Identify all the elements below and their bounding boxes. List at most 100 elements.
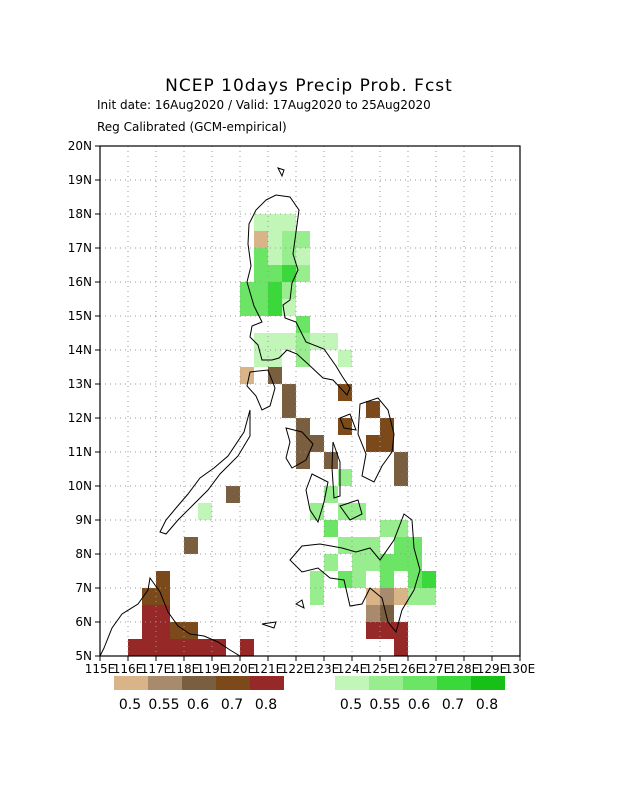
- probability-cell: [254, 333, 268, 350]
- dry-legend-swatch: [250, 676, 284, 690]
- probability-cell: [170, 639, 184, 656]
- color-legend: 0.5 0.55 0.6 0.7 0.8 0.5 0.55 0.6 0.7 0.8: [114, 676, 505, 713]
- dry-legend-swatch: [216, 676, 250, 690]
- probability-cell: [296, 265, 310, 282]
- probability-cell: [380, 520, 394, 537]
- wet-legend-swatch: [403, 676, 437, 690]
- probability-cell: [282, 248, 296, 265]
- probability-cell: [408, 554, 422, 571]
- wet-legend-swatch: [471, 676, 505, 690]
- probability-cell: [156, 622, 170, 639]
- map-frame: [99, 145, 521, 657]
- probability-cell: [226, 486, 240, 503]
- dry-legend-swatch: [148, 676, 182, 690]
- coastline-panay: [285, 427, 314, 469]
- probability-cell: [394, 537, 408, 554]
- probability-cell: [184, 639, 198, 656]
- lat-tick-label: 15N: [68, 309, 92, 323]
- lon-tick-label: 120E: [225, 662, 256, 676]
- probability-cell: [366, 554, 380, 571]
- lat-tick-label: 18N: [68, 207, 92, 221]
- probability-cell: [352, 503, 366, 520]
- wet-legend-label: 0.55: [369, 697, 400, 713]
- probability-cell: [282, 333, 296, 350]
- probability-cell: [254, 231, 268, 248]
- lon-tick-label: 127E: [421, 662, 452, 676]
- probability-cell: [142, 639, 156, 656]
- probability-cell: [394, 588, 408, 605]
- lat-tick-label: 10N: [68, 479, 92, 493]
- lon-tick-label: 125E: [365, 662, 396, 676]
- probability-cell: [296, 231, 310, 248]
- probability-cell: [156, 571, 170, 588]
- probability-cell: [142, 605, 156, 622]
- chart-title: NCEP 10days Precip Prob. Fcst: [165, 76, 453, 96]
- dry-legend-label: 0.6: [187, 697, 209, 713]
- lon-tick-label: 124E: [337, 662, 368, 676]
- coastline-negros: [305, 473, 329, 524]
- wet-legend-label: 0.8: [476, 697, 498, 713]
- coastline-sulu2: [295, 599, 305, 609]
- probability-cell: [268, 282, 282, 299]
- probability-cell: [254, 299, 268, 316]
- probability-cell: [394, 520, 408, 537]
- lon-tick-label: 130E: [505, 662, 536, 676]
- probability-cell: [366, 435, 380, 452]
- probability-cell: [212, 639, 226, 656]
- probability-cell: [156, 605, 170, 622]
- coastline-samar: [357, 397, 395, 483]
- probability-cell: [310, 503, 324, 520]
- probability-cell: [254, 282, 268, 299]
- lon-tick-label: 128E: [449, 662, 480, 676]
- lat-tick-label: 11N: [68, 445, 92, 459]
- wet-legend-swatch: [335, 676, 369, 690]
- coastline-sulu: [261, 621, 277, 629]
- lat-tick-label: 8N: [75, 547, 92, 561]
- lon-tick-label: 118E: [169, 662, 200, 676]
- wet-legend-label: 0.7: [442, 697, 464, 713]
- lat-tick-label: 6N: [75, 615, 92, 629]
- probability-cell: [310, 571, 324, 588]
- lat-tick-label: 7N: [75, 581, 92, 595]
- wet-legend-label: 0.6: [408, 697, 430, 713]
- probability-cell: [408, 537, 422, 554]
- probability-cell: [338, 418, 352, 435]
- coastline-mindanao: [289, 513, 421, 634]
- probability-cell: [310, 588, 324, 605]
- lon-tick-label: 116E: [113, 662, 144, 676]
- probability-cell: [296, 248, 310, 265]
- dry-legend-label: 0.5: [119, 697, 141, 713]
- probability-cell: [282, 214, 296, 231]
- probability-cell: [282, 384, 296, 401]
- probability-cell: [324, 486, 338, 503]
- probability-cell: [352, 554, 366, 571]
- probability-cell: [352, 571, 366, 588]
- lon-tick-label: 115E: [85, 662, 116, 676]
- lon-tick-label: 123E: [309, 662, 340, 676]
- probability-cell: [380, 605, 394, 622]
- coastline-palawan: [159, 409, 251, 535]
- lat-tick-label: 5N: [75, 649, 92, 663]
- probability-cell: [142, 588, 156, 605]
- probability-cell: [296, 452, 310, 469]
- wet-legend-swatch: [437, 676, 471, 690]
- probability-cell: [380, 554, 394, 571]
- probability-cell: [394, 554, 408, 571]
- lat-tick-label: 12N: [68, 411, 92, 425]
- coastline-bohol: [339, 499, 363, 521]
- lat-tick-label: 9N: [75, 513, 92, 527]
- probability-cell: [394, 469, 408, 486]
- probability-cell: [268, 333, 282, 350]
- probability-cell: [282, 282, 296, 299]
- probability-cell: [338, 350, 352, 367]
- calibration-note: Reg Calibrated (GCM-empirical): [97, 120, 287, 134]
- coastline-masbate: [339, 413, 357, 431]
- probability-cell: [142, 622, 156, 639]
- axis-ticks: 115E116E117E118E119E120E121E122E123E124E…: [68, 139, 536, 676]
- probability-cell: [240, 639, 254, 656]
- dry-legend-swatch: [182, 676, 216, 690]
- probability-cell: [254, 248, 268, 265]
- probability-cell: [380, 418, 394, 435]
- probability-cell: [268, 214, 282, 231]
- coastline-luzon: [246, 194, 351, 396]
